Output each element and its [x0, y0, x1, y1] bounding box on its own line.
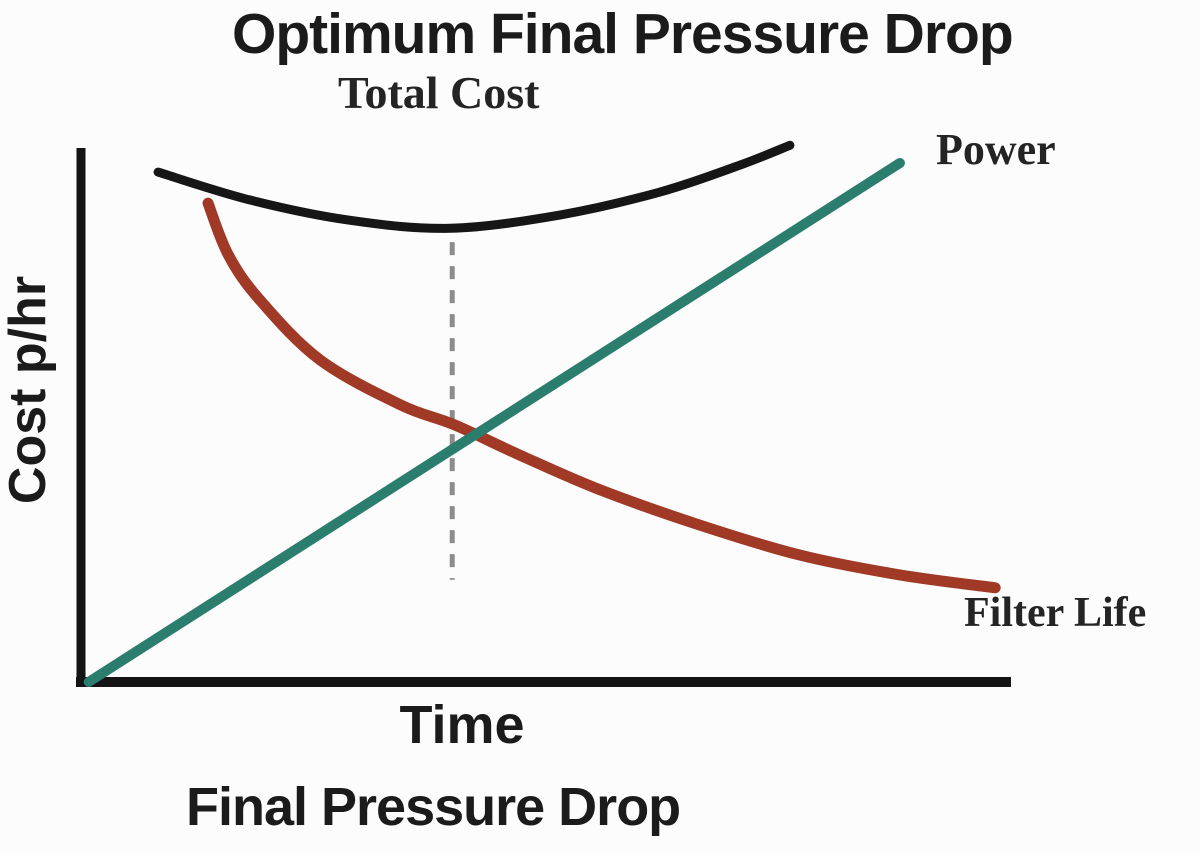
x-axis-label-time: Time [399, 695, 525, 755]
total-cost-curve [153, 140, 795, 233]
x-axis-label-final-pressure-drop: Final Pressure Drop [186, 777, 681, 837]
chart-title: Optimum Final Pressure Drop [232, 2, 1014, 66]
filter-life-series-label: Filter Life [964, 590, 1147, 636]
power-series-label: Power [936, 125, 1056, 174]
y-axis-label: Cost p/hr [0, 275, 57, 505]
power-curve [83, 157, 905, 687]
filter-life-curve [202, 197, 1001, 594]
total-cost-series-label: Total Cost [338, 67, 540, 118]
